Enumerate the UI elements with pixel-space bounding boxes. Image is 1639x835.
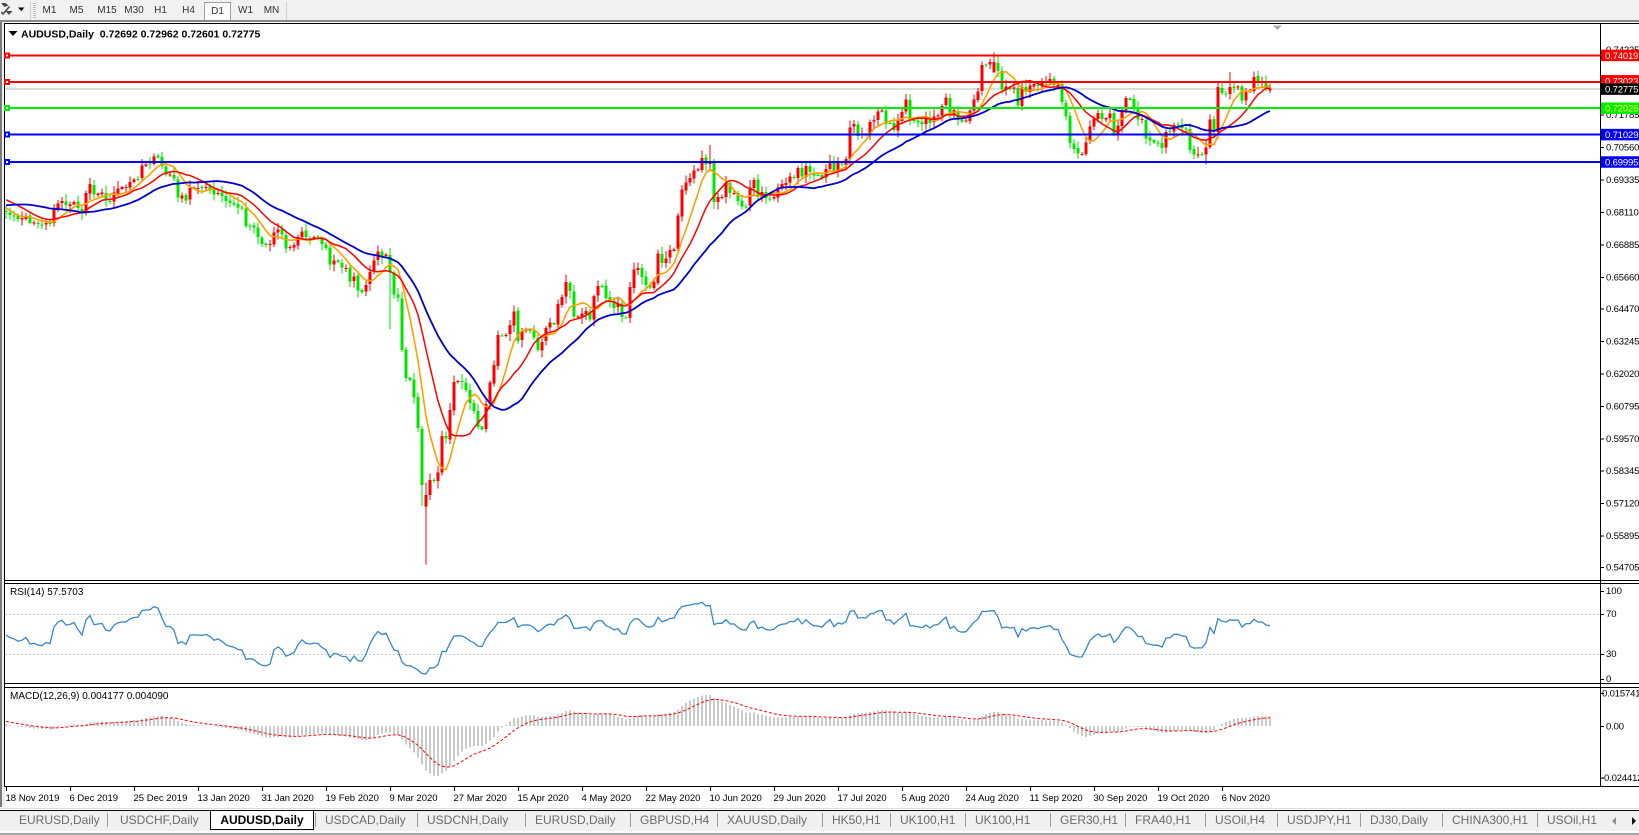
- svg-text:MACD(12,26,9) 0.004177 0.00409: MACD(12,26,9) 0.004177 0.004090: [10, 691, 169, 702]
- svg-text:0.015741: 0.015741: [1602, 688, 1639, 699]
- svg-text:15 Apr 2020: 15 Apr 2020: [518, 793, 569, 804]
- svg-text:17 Jul 2020: 17 Jul 2020: [838, 793, 887, 804]
- svg-text:6 Nov 2020: 6 Nov 2020: [1222, 793, 1271, 804]
- svg-text:0: 0: [1606, 674, 1611, 685]
- svg-text:0.64470: 0.64470: [1606, 304, 1639, 315]
- svg-text:0.54705: 0.54705: [1606, 563, 1639, 574]
- svg-text:-0.024412: -0.024412: [1601, 773, 1639, 784]
- svg-text:0.63245: 0.63245: [1606, 336, 1639, 347]
- svg-text:29 Jun 2020: 29 Jun 2020: [774, 793, 826, 804]
- svg-text:19 Oct 2020: 19 Oct 2020: [1158, 793, 1210, 804]
- svg-text:5 Aug 2020: 5 Aug 2020: [902, 793, 950, 804]
- svg-text:0.65660: 0.65660: [1606, 272, 1639, 283]
- svg-text:0.00: 0.00: [1606, 722, 1624, 733]
- svg-text:0.66885: 0.66885: [1606, 240, 1639, 251]
- svg-text:0.72775: 0.72775: [1605, 85, 1638, 96]
- svg-text:30: 30: [1606, 649, 1617, 660]
- svg-text:AUDUSD,Daily 0.72692 0.72962: AUDUSD,Daily 0.72692 0.72962 0.72601 0.7…: [21, 29, 260, 41]
- svg-text:0.55895: 0.55895: [1606, 531, 1639, 542]
- svg-text:0.71785: 0.71785: [1606, 110, 1639, 121]
- svg-text:0.69995: 0.69995: [1605, 158, 1638, 169]
- svg-text:30 Sep 2020: 30 Sep 2020: [1094, 793, 1148, 804]
- svg-text:6 Dec 2019: 6 Dec 2019: [70, 793, 119, 804]
- svg-text:0.60795: 0.60795: [1606, 401, 1639, 412]
- svg-text:100: 100: [1606, 586, 1622, 597]
- svg-text:4 May 2020: 4 May 2020: [582, 793, 632, 804]
- svg-text:25 Dec 2019: 25 Dec 2019: [134, 793, 188, 804]
- svg-text:0.70560: 0.70560: [1606, 143, 1639, 154]
- svg-text:0.72026: 0.72026: [1605, 104, 1638, 115]
- svg-text:11 Sep 2020: 11 Sep 2020: [1030, 793, 1083, 804]
- svg-text:0.71029: 0.71029: [1605, 130, 1638, 141]
- svg-text:13 Jan 2020: 13 Jan 2020: [198, 793, 250, 804]
- svg-text:0.58345: 0.58345: [1606, 466, 1639, 477]
- svg-text:0.57120: 0.57120: [1606, 499, 1639, 510]
- svg-text:0.73023: 0.73023: [1605, 76, 1638, 87]
- svg-text:0.68110: 0.68110: [1606, 208, 1639, 219]
- svg-text:31 Jan 2020: 31 Jan 2020: [262, 793, 314, 804]
- svg-text:0.69335: 0.69335: [1606, 175, 1639, 186]
- svg-text:10 Jun 2020: 10 Jun 2020: [710, 793, 762, 804]
- svg-text:19 Feb 2020: 19 Feb 2020: [326, 793, 379, 804]
- svg-text:9 Mar 2020: 9 Mar 2020: [390, 793, 438, 804]
- svg-text:0.74019: 0.74019: [1605, 51, 1638, 62]
- svg-text:22 May 2020: 22 May 2020: [646, 793, 701, 804]
- svg-text:0.62020: 0.62020: [1606, 369, 1639, 380]
- svg-text:RSI(14) 57.5703: RSI(14) 57.5703: [10, 587, 84, 598]
- svg-text:70: 70: [1606, 609, 1617, 620]
- svg-text:18 Nov 2019: 18 Nov 2019: [6, 793, 60, 804]
- svg-text:27 Mar 2020: 27 Mar 2020: [454, 793, 507, 804]
- svg-text:0.59570: 0.59570: [1606, 434, 1639, 445]
- svg-text:24 Aug 2020: 24 Aug 2020: [966, 793, 1019, 804]
